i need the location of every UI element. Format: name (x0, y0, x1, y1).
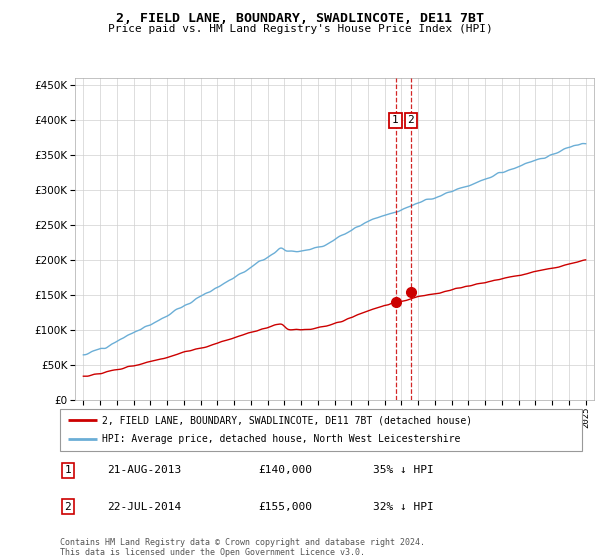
Text: 2, FIELD LANE, BOUNDARY, SWADLINCOTE, DE11 7BT (detached house): 2, FIELD LANE, BOUNDARY, SWADLINCOTE, DE… (102, 415, 472, 425)
Text: £140,000: £140,000 (259, 465, 313, 475)
Text: 1: 1 (392, 115, 399, 125)
Text: 1: 1 (64, 465, 71, 475)
Text: HPI: Average price, detached house, North West Leicestershire: HPI: Average price, detached house, Nort… (102, 435, 460, 445)
Text: Contains HM Land Registry data © Crown copyright and database right 2024.
This d: Contains HM Land Registry data © Crown c… (60, 538, 425, 557)
Text: 2: 2 (64, 502, 71, 511)
Text: 22-JUL-2014: 22-JUL-2014 (107, 502, 181, 511)
Text: 35% ↓ HPI: 35% ↓ HPI (373, 465, 434, 475)
Text: £155,000: £155,000 (259, 502, 313, 511)
Text: 2, FIELD LANE, BOUNDARY, SWADLINCOTE, DE11 7BT: 2, FIELD LANE, BOUNDARY, SWADLINCOTE, DE… (116, 12, 484, 25)
Text: Price paid vs. HM Land Registry's House Price Index (HPI): Price paid vs. HM Land Registry's House … (107, 24, 493, 34)
Text: 2: 2 (407, 115, 414, 125)
FancyBboxPatch shape (60, 409, 582, 451)
Text: 21-AUG-2013: 21-AUG-2013 (107, 465, 181, 475)
Text: 32% ↓ HPI: 32% ↓ HPI (373, 502, 434, 511)
